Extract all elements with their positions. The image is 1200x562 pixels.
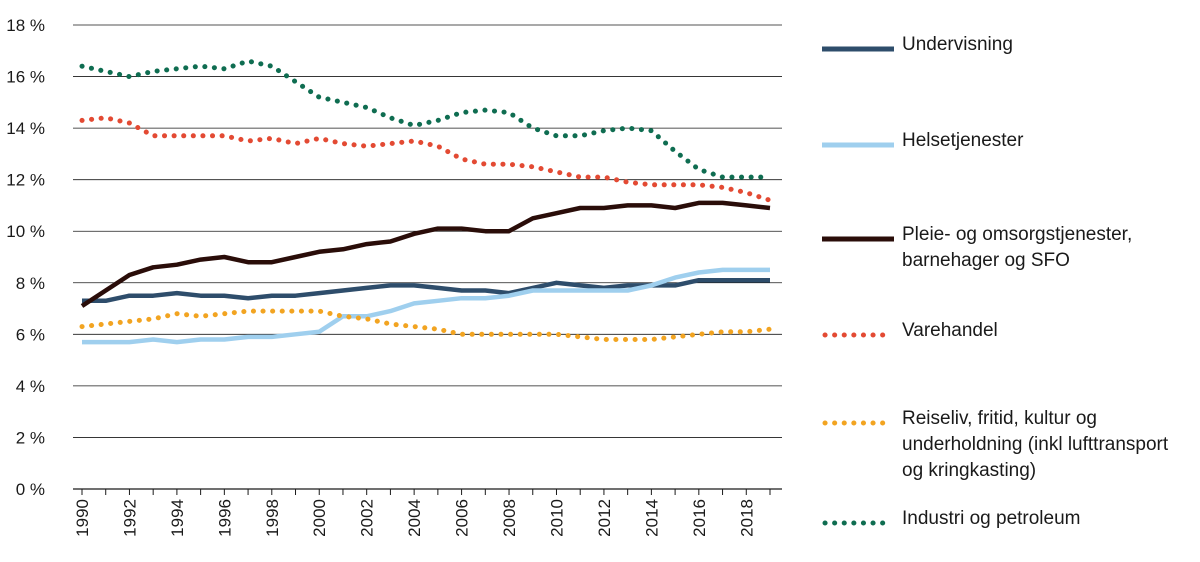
x-tick-label: 2006 [453,499,472,537]
legend-item: Undervisning [822,32,1192,58]
x-tick-label: 2008 [500,499,519,537]
y-tick-label: 0 % [16,480,45,499]
legend-swatch [822,46,894,52]
legend-label: Varehandel [902,320,998,341]
x-tick-label: 2004 [405,499,424,537]
legend-item: Pleie- og omsorgstjenester, barnehager o… [822,222,1192,274]
x-tick-label: 2000 [310,499,329,537]
y-tick-label: 8 % [16,274,45,293]
series-line-3 [80,200,771,308]
legend-label: Industri og petroleum [902,508,1081,529]
series-line-4 [79,115,773,203]
y-tick-label: 18 % [6,16,45,35]
x-tick-label: 2002 [358,499,377,537]
x-tick-label: 2014 [642,499,661,537]
series-line-5 [79,308,773,342]
x-tick-label: 1994 [168,499,187,537]
x-tick-label: 1990 [73,499,92,537]
legend-label: Undervisning [902,34,1013,55]
x-tick-label: 1996 [215,499,234,537]
x-tick-label: 2018 [737,499,756,537]
legend-swatch [822,236,894,242]
x-tick-label: 1992 [120,499,139,537]
legend-swatch [822,332,894,338]
x-axis: 1990 1992 1994 1996 1998 2000 2002 2004 2006 2008… [73,488,782,537]
y-tick-label: 16 % [6,68,45,87]
legend-item: Helsetjenester [822,128,1192,154]
legend-label: Pleie- og omsorgstjenester, barnehager o… [902,224,1133,271]
y-tick-label: 2 % [16,428,45,447]
legend-swatch [822,142,894,148]
legend-item: Varehandel [822,318,1192,344]
y-tick-label: 4 % [16,377,45,396]
y-tick-label: 14 % [6,119,45,138]
legend-label: Reiseliv, fritid, kultur og underholdnin… [902,408,1169,481]
legend-item: Industri og petroleum [822,506,1192,532]
x-tick-label: 2012 [595,499,614,537]
x-tick-label: 2010 [547,499,566,537]
legend-item: Reiseliv, fritid, kultur og underholdnin… [822,406,1192,484]
y-tick-label: 12 % [6,171,45,190]
legend-label: Helsetjenester [902,130,1024,151]
x-tick-label: 2016 [690,499,709,537]
y-tick-label: 6 % [16,325,45,344]
y-tick-label: 10 % [6,222,45,241]
line-chart: 0 % 2 % 4 % 6 % 8 % 10 % 12 % 14 % 16 % 18 % 1990… [6,16,782,537]
legend-swatch [822,520,894,526]
series-line-1 [82,277,770,304]
legend: Undervisning Helsetjenester Pleie- og omso… [822,0,1200,562]
x-tick-label: 1998 [263,499,282,537]
series-line-6 [79,58,773,180]
series-line-2 [82,267,770,345]
y-axis-ticks: 0 % 2 % 4 % 6 % 8 % 10 % 12 % 14 % 16 % 18 % [6,16,45,499]
legend-swatch [822,420,894,426]
series-lines [79,58,773,345]
